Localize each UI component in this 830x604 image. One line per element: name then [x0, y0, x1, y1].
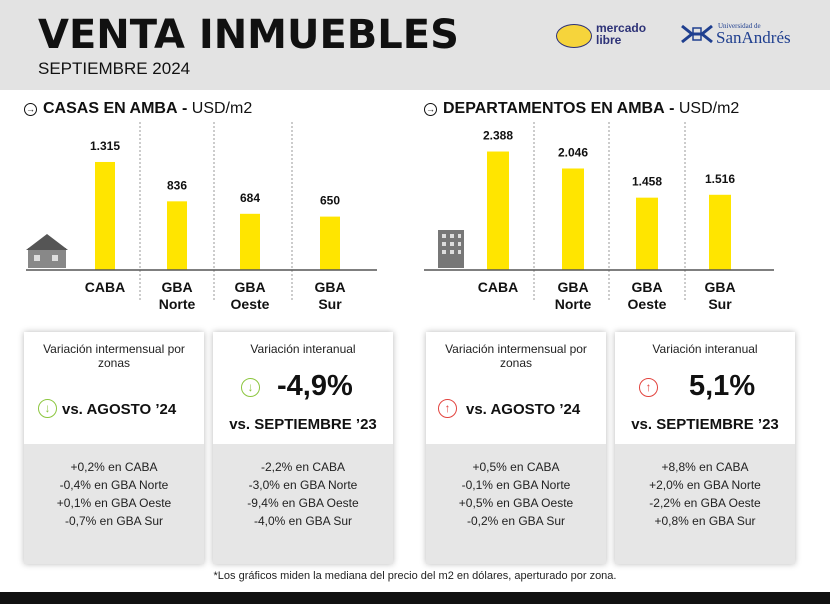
- university-crest-icon: [681, 24, 713, 44]
- page-title: VENTA INMUEBLES: [38, 12, 459, 58]
- bar: [240, 213, 260, 270]
- list-item-0: +8,8% en CABA: [661, 460, 749, 474]
- list-item-1: -3,0% en GBA Norte: [248, 478, 358, 492]
- mercadolibre-logo: mercado libre: [556, 22, 666, 50]
- arrow-down-circle-icon: ↓: [241, 378, 260, 397]
- category-label: GBA: [631, 279, 662, 295]
- category-label: GBA: [234, 279, 265, 295]
- mercadolibre-wordmark: mercado libre: [596, 21, 647, 47]
- house-icon: [26, 234, 68, 268]
- card-label: Variación intermensual por zonas: [445, 342, 587, 370]
- list-item-3: +0,8% en GBA Sur: [654, 514, 756, 528]
- card-big-value: -4,9%: [277, 370, 353, 402]
- card-interanual-departamentos: Variación interanual ↑ 5,1% vs. SEPTIEMB…: [615, 332, 795, 564]
- bottom-bar: [0, 592, 830, 604]
- arrow-right-circle-icon: →: [424, 103, 437, 116]
- list-item-0: +0,5% en CABA: [472, 460, 560, 474]
- header: VENTA INMUEBLES SEPTIEMBRE 2024 mercado l…: [0, 0, 830, 90]
- list-item-3: -0,2% en GBA Sur: [466, 514, 566, 528]
- card-details: +0,2% en CABA -0,4% en GBA Norte +0,1% e…: [24, 444, 204, 564]
- footnote: *Los gráficos miden la mediana del preci…: [213, 570, 617, 582]
- category-label: CABA: [85, 279, 125, 295]
- card-intermensual-departamentos: Variación intermensual por zonas ↑ vs. A…: [426, 332, 606, 564]
- arrow-down-circle-icon: ↓: [38, 399, 57, 418]
- page-subtitle: SEPTIEMBRE 2024: [38, 59, 191, 78]
- category-label: Oeste: [628, 296, 667, 312]
- category-label: CABA: [478, 279, 518, 295]
- san-andres-logo: Universidad de SanAndrés: [680, 22, 800, 48]
- data-label: 836: [167, 178, 187, 192]
- card-details: +8,8% en CABA +2,0% en GBA Norte -2,2% e…: [615, 444, 795, 564]
- arrow-up-circle-icon: ↑: [639, 378, 658, 397]
- list-item-0: +0,2% en CABA: [70, 460, 158, 474]
- category-label: GBA: [704, 279, 735, 295]
- arrow-up-circle-icon: ↑: [438, 399, 457, 418]
- category-label: GBA: [557, 279, 588, 295]
- data-label: 1.516: [705, 172, 735, 186]
- card-headline: vs. AGOSTO ’24: [466, 401, 581, 418]
- category-label: Norte: [555, 296, 592, 312]
- category-label: GBA: [314, 279, 345, 295]
- category-label: GBA: [161, 279, 192, 295]
- data-label: 1.315: [90, 139, 120, 153]
- university-name: SanAndrés: [716, 28, 791, 47]
- list-item-3: -4,0% en GBA Sur: [253, 514, 353, 528]
- card-headline: vs. SEPTIEMBRE ’23: [631, 416, 779, 433]
- handshake-icon: [556, 24, 592, 48]
- card-interanual-casas: Variación interanual ↓ -4,9% vs. SEPTIEM…: [213, 332, 393, 564]
- card-label: Variación intermensual por zonas: [43, 342, 185, 370]
- card-headline: vs. AGOSTO ’24: [62, 401, 177, 418]
- section-heading-departamentos: → DEPARTAMENTOS EN AMBA - USD/m2: [424, 100, 740, 117]
- card-headline: vs. SEPTIEMBRE ’23: [229, 416, 377, 433]
- bar: [709, 194, 731, 270]
- arrow-right-circle-icon: →: [24, 103, 37, 116]
- card-big-value: 5,1%: [689, 370, 756, 402]
- list-item-2: +0,5% en GBA Oeste: [458, 496, 574, 510]
- card-details: +0,5% en CABA -0,1% en GBA Norte +0,5% e…: [426, 444, 606, 564]
- data-label: 1.458: [632, 175, 662, 189]
- list-item-0: -2,2% en CABA: [260, 460, 346, 474]
- chart-departamentos: 2.388CABA2.046GBANorte1.458GBAOeste1.516…: [424, 122, 774, 312]
- list-item-3: -0,7% en GBA Sur: [64, 514, 164, 528]
- list-item-1: -0,1% en GBA Norte: [461, 478, 571, 492]
- university-label: Universidad de: [718, 22, 761, 30]
- card-details: -2,2% en CABA -3,0% en GBA Norte -9,4% e…: [213, 444, 393, 564]
- bar: [320, 216, 340, 270]
- data-label: 2.046: [558, 145, 588, 159]
- bar: [487, 151, 509, 270]
- card-intermensual-casas: Variación intermensual por zonas ↓ vs. A…: [24, 332, 204, 564]
- list-item-1: -0,4% en GBA Norte: [59, 478, 169, 492]
- list-item-1: +2,0% en GBA Norte: [649, 478, 761, 492]
- card-label: Variación interanual: [652, 342, 758, 356]
- category-label: Sur: [708, 296, 732, 312]
- data-label: 650: [320, 194, 340, 208]
- category-label: Sur: [318, 296, 342, 312]
- data-label: 684: [240, 191, 260, 205]
- list-item-2: -9,4% en GBA Oeste: [247, 496, 359, 510]
- card-label: Variación interanual: [250, 342, 356, 356]
- bar: [636, 197, 658, 270]
- data-label: 2.388: [483, 129, 513, 143]
- category-label: Oeste: [231, 296, 270, 312]
- section-heading-casas: → CASAS EN AMBA - USD/m2: [24, 100, 253, 117]
- list-item-2: -2,2% en GBA Oeste: [649, 496, 761, 510]
- category-label: Norte: [159, 296, 196, 312]
- list-item-2: +0,1% en GBA Oeste: [56, 496, 172, 510]
- bar: [167, 201, 187, 270]
- bar: [562, 168, 584, 270]
- bar: [95, 161, 115, 270]
- building-icon: [438, 230, 464, 268]
